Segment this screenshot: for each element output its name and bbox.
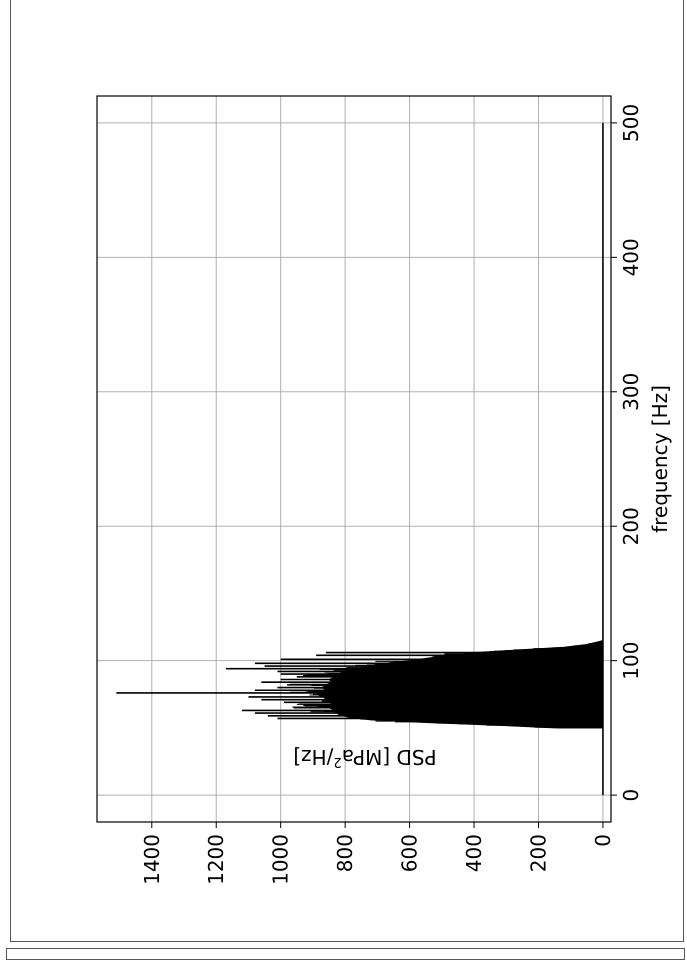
- plot-area: 0 100 200 300 400 500 0 200 400 600 800 1000 1200 14…: [96, 95, 643, 885]
- frequency-tick-label: 300: [619, 373, 643, 411]
- psd-tick-label: 1400: [140, 834, 164, 885]
- frequency-tick-label: 0: [619, 789, 643, 802]
- psd-tick-label: 0: [591, 834, 615, 847]
- psd-tick-label: 600: [398, 834, 422, 872]
- plot-border: [96, 95, 612, 823]
- y-axis-title: PSD [MPa2/Hz]: [293, 745, 436, 769]
- y-axis-title-superscript: 2: [333, 754, 341, 769]
- frequency-axis: 0 100 200 300 400 500: [611, 104, 643, 802]
- frequency-tick-label: 500: [619, 104, 643, 142]
- y-axis-title-main: PSD [MPa: [342, 745, 437, 769]
- y-axis-title-tail: /Hz]: [293, 745, 333, 769]
- figure-frame: [10, 0, 684, 942]
- frequency-tick-label: 200: [619, 507, 643, 545]
- psd-tick-label: 1200: [204, 834, 228, 885]
- psd-tick-label: 200: [526, 834, 550, 872]
- frequency-tick-label: 400: [619, 238, 643, 276]
- frequency-tick-label: 100: [619, 642, 643, 680]
- psd-series: [116, 122, 604, 796]
- psd-tick-label: 800: [333, 834, 357, 872]
- psd-axis: 0 200 400 600 800 1000 1200 1400: [140, 822, 615, 885]
- psd-tick-label: 400: [462, 834, 486, 872]
- psd-tick-label: 1000: [269, 834, 293, 885]
- x-axis-title: frequency [Hz]: [648, 385, 672, 533]
